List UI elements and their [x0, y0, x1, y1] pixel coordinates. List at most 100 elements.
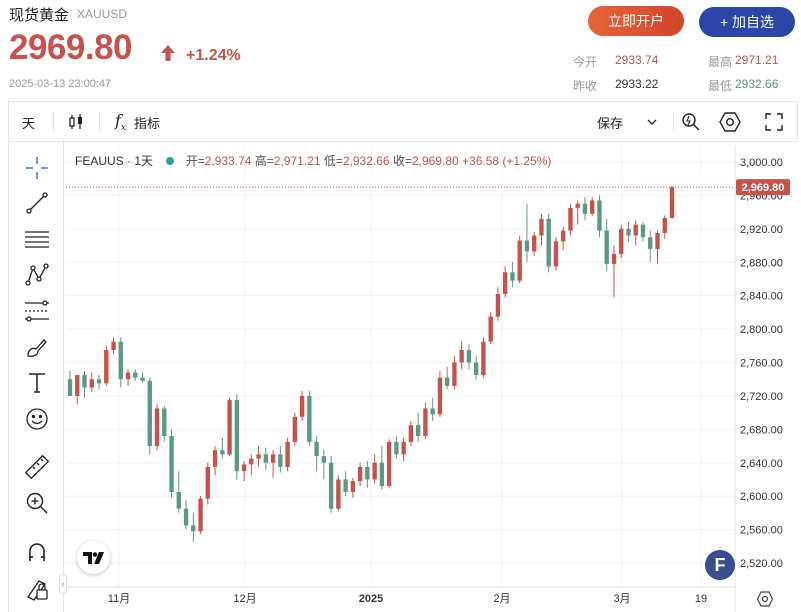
candle-body: [82, 375, 87, 388]
x-tick-label: 11月: [108, 593, 130, 605]
add-watchlist-button[interactable]: + 加自选: [699, 7, 795, 37]
candle-body: [626, 228, 631, 236]
prev-close-value: 2933.22: [615, 77, 659, 91]
indicators-button[interactable]: fx 指标: [115, 102, 160, 142]
candle-body: [495, 293, 501, 317]
candle-body: [459, 349, 464, 363]
candle-body: [662, 217, 667, 234]
fullscreen-icon[interactable]: [765, 102, 783, 142]
candle-body: [430, 408, 435, 415]
candle-body: [198, 498, 203, 532]
candlestick-type-icon[interactable]: [67, 102, 85, 142]
candle-body: [401, 441, 406, 455]
x-tick-label: 12月: [233, 593, 256, 605]
last-price-tag: [736, 179, 790, 196]
candle-body: [343, 479, 348, 492]
y-tick-label: 2,600.00: [740, 491, 783, 503]
candle-body: [234, 400, 239, 472]
magnet-icon[interactable]: [23, 538, 51, 566]
candle-body: [89, 379, 94, 388]
high-label: 最高: [708, 55, 733, 69]
zoom-in-icon[interactable]: [23, 489, 51, 517]
y-tick-label: 2,680.00: [740, 424, 783, 436]
chart-toolbar: 天 fx 指标 保存: [8, 101, 798, 142]
legend-open-label: 开=: [185, 154, 205, 168]
instrument-title: 现货黄金: [9, 7, 70, 24]
candle-body: [336, 479, 341, 509]
fibonacci-icon[interactable]: [23, 297, 51, 325]
candle-body: [365, 466, 370, 480]
horizontal-lines-icon[interactable]: [23, 225, 51, 253]
trend-line-icon[interactable]: [23, 189, 51, 217]
pattern-tool-icon[interactable]: [23, 261, 51, 289]
candle-body: [372, 462, 377, 480]
indicators-label: 指标: [134, 115, 161, 131]
candle-body: [452, 362, 457, 386]
candle-body: [118, 341, 123, 380]
brush-icon[interactable]: [23, 333, 51, 361]
candle-body: [191, 525, 196, 532]
candle-body: [517, 240, 522, 281]
time-axis: 11月 12月 2025 2月 3月 19: [66, 586, 735, 605]
emoji-icon[interactable]: [23, 405, 51, 433]
candle-body: [278, 454, 283, 467]
candle-body: [568, 207, 573, 231]
ohlc-legend: FEAUUS · 1天 开=2,933.74 高=2,971.21 低=2,93…: [75, 152, 551, 169]
candle-body: [162, 408, 167, 437]
candle-body: [561, 230, 566, 242]
toolbar-collapse-handle[interactable]: ‹: [59, 574, 67, 594]
open-account-button[interactable]: 立即开户: [588, 6, 684, 36]
x-tick-label: 3月: [613, 593, 630, 605]
arrow-up-icon: [161, 45, 175, 61]
interval-selector[interactable]: 天: [22, 115, 36, 131]
candle-body: [633, 224, 638, 236]
y-tick-label: 2,560.00: [740, 525, 783, 537]
legend-high-label: 高=: [254, 154, 274, 168]
candle-body: [183, 508, 189, 526]
candle-body: [408, 425, 414, 442]
quick-search-icon[interactable]: [681, 102, 701, 142]
text-tool-icon[interactable]: [23, 369, 51, 397]
f-badge-icon[interactable]: F: [705, 550, 735, 580]
axis-settings-icon[interactable]: [757, 591, 773, 607]
candle-body: [510, 272, 515, 281]
ruler-icon[interactable]: [23, 453, 51, 481]
candle-body: [669, 187, 675, 218]
candle-body: [140, 377, 145, 381]
y-tick-label: 2,920.00: [740, 224, 783, 236]
candle-body: [299, 395, 305, 417]
settings-icon[interactable]: [719, 102, 741, 142]
y-tick-label: 2,800.00: [740, 324, 783, 336]
candle-body: [350, 481, 356, 492]
candle-body: [67, 379, 73, 396]
candle-body: [394, 441, 399, 455]
candle-body: [249, 458, 254, 465]
candle-body: [285, 441, 290, 467]
candle-body: [488, 316, 493, 342]
lock-drawing-icon[interactable]: [23, 574, 51, 602]
open-value: 2933.74: [615, 53, 659, 67]
candle-body: [597, 200, 602, 231]
candle-body: [415, 425, 421, 437]
candle-body: [590, 200, 595, 214]
candle-body: [619, 228, 624, 254]
quote-timestamp: 2025-03-13 23:00:47: [9, 78, 112, 90]
legend-open: 2,933.74: [204, 154, 252, 168]
candle-body: [220, 450, 225, 455]
x-tick-label: 19: [695, 593, 707, 605]
candle-body: [75, 375, 80, 396]
price-axis: 3,000.002,960.002,920.002,880.002,840.00…: [734, 145, 790, 612]
high-value: 2971.21: [735, 53, 779, 67]
candles: [66, 186, 735, 543]
candle-body: [604, 230, 609, 264]
legend-high: 2,971.21: [273, 154, 321, 168]
candle-body: [423, 408, 428, 437]
candle-body: [241, 464, 247, 472]
low-label: 最低: [708, 79, 733, 93]
candle-body: [256, 454, 261, 459]
save-label: 保存: [597, 115, 624, 131]
candle-body: [133, 372, 138, 378]
crosshair-icon[interactable]: [23, 154, 51, 182]
save-button[interactable]: 保存: [597, 102, 657, 142]
